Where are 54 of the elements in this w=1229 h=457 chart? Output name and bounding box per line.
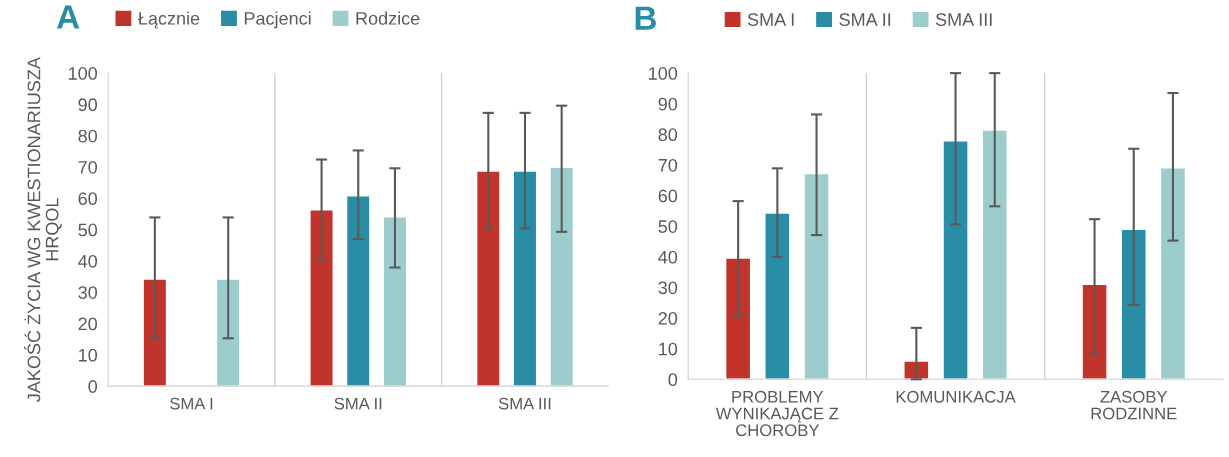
legend-label: Pacjenci bbox=[244, 11, 311, 29]
y-tick-label: 30 bbox=[658, 281, 678, 295]
y-tick-label: 70 bbox=[78, 160, 98, 174]
x-tick-label: PROBLEMY WYNIKAJĄCE Z CHOROBY bbox=[715, 390, 839, 437]
chart-title: A bbox=[56, 5, 80, 29]
y-tick-label: 50 bbox=[78, 223, 98, 237]
y-tick-label: 10 bbox=[79, 348, 98, 362]
bar bbox=[942, 140, 969, 380]
legend-label: Łącznie bbox=[138, 11, 200, 29]
y-tick-label: 10 bbox=[659, 342, 678, 356]
y-axis-title: JAKOŚĆ ŻYCIA WG KWESTIONARIUSZA HRQOL bbox=[23, 57, 62, 402]
x-tick-label: SMA II bbox=[334, 397, 382, 410]
bar bbox=[1081, 283, 1108, 380]
legend-label: Rodzice bbox=[356, 11, 420, 25]
bar bbox=[549, 166, 575, 387]
y-tick-label: 90 bbox=[658, 97, 678, 111]
y-tick-label: 20 bbox=[78, 317, 98, 331]
y-tick-label: 100 bbox=[649, 67, 678, 80]
bar bbox=[981, 129, 1008, 380]
y-tick-label: 40 bbox=[78, 254, 98, 268]
bar bbox=[764, 212, 791, 380]
y-tick-label: 20 bbox=[658, 312, 678, 325]
bar bbox=[1159, 167, 1187, 380]
y-tick-label: 80 bbox=[658, 128, 678, 142]
y-tick-label: 0 bbox=[88, 380, 98, 393]
x-tick-label: ZASOBY RODZINNE bbox=[1091, 390, 1177, 420]
bar bbox=[215, 278, 241, 387]
chart-title: B bbox=[635, 6, 656, 30]
x-tick-label: KOMUNIKACJA bbox=[896, 390, 1016, 403]
x-tick-label: SMA III bbox=[498, 397, 551, 410]
y-tick-label: 90 bbox=[78, 98, 98, 112]
bar bbox=[724, 257, 752, 380]
bar bbox=[345, 195, 371, 387]
bar bbox=[1120, 228, 1147, 380]
y-tick-label: 30 bbox=[78, 286, 98, 299]
y-tick-label: 80 bbox=[78, 129, 98, 143]
y-tick-label: 60 bbox=[78, 192, 98, 206]
y-tick-label: 70 bbox=[658, 158, 678, 172]
bar bbox=[803, 172, 830, 380]
y-tick-label: 60 bbox=[658, 189, 678, 203]
y-tick-label: 0 bbox=[668, 373, 678, 387]
bar bbox=[382, 216, 408, 387]
bar bbox=[512, 170, 538, 387]
x-tick-label: SMA I bbox=[170, 397, 213, 410]
legend-label: SMA III bbox=[935, 13, 992, 26]
legend-label: SMA II bbox=[839, 13, 891, 26]
legend-label: SMA I bbox=[747, 13, 794, 26]
y-tick-label: 100 bbox=[68, 67, 98, 80]
bar bbox=[475, 170, 501, 387]
bar bbox=[903, 360, 930, 380]
bar bbox=[309, 209, 334, 387]
y-tick-label: 50 bbox=[658, 220, 678, 233]
bar bbox=[142, 278, 168, 387]
y-tick-label: 40 bbox=[658, 250, 678, 264]
